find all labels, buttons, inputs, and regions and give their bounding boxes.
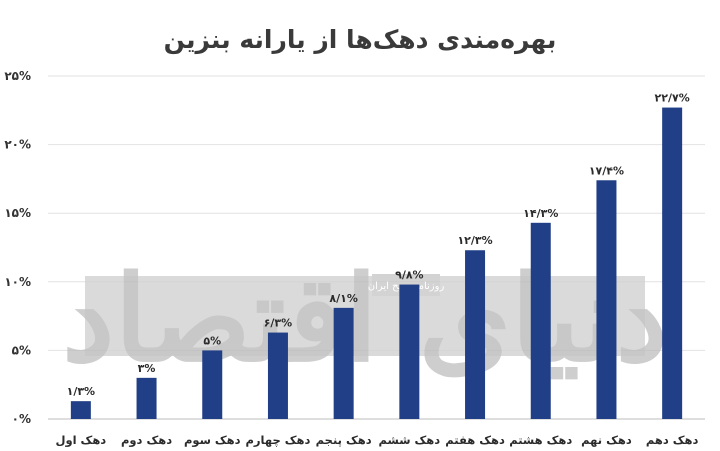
y-tick-label: ۵%	[12, 343, 31, 357]
x-axis: دهک اول دهک دوم دهک سوم دهک چهارم دهک پنجم ده…	[55, 433, 698, 448]
chart-title: بهره‌مندی دهک‌ها از یارانه بنزین	[164, 25, 557, 55]
x-tick-label: دهک نهم	[581, 433, 632, 447]
data-label: ۱۷/۴%	[589, 164, 624, 177]
y-tick-label: ۱۵%	[4, 206, 31, 220]
data-label: ۱/۳%	[67, 385, 95, 398]
bar	[465, 250, 486, 419]
data-label: ۱۲/۳%	[457, 234, 492, 247]
bar	[333, 307, 354, 419]
x-tick-label: دهک هفتم	[445, 433, 505, 447]
y-axis: ۰% ۵% ۱۰% ۱۵% ۲۰% ۲۵%	[4, 69, 31, 426]
data-label: ۶/۳%	[264, 317, 292, 330]
data-label: ۳%	[138, 362, 156, 375]
bar	[530, 222, 551, 419]
y-tick-label: ۰%	[12, 412, 31, 426]
bar	[136, 377, 157, 419]
y-tick-label: ۲۵%	[4, 69, 31, 83]
bar	[202, 350, 223, 419]
bar	[596, 180, 617, 419]
x-tick-label: دهک دوم	[121, 433, 172, 448]
data-label: ۸/۱%	[329, 292, 357, 305]
bars	[70, 107, 683, 419]
bar	[662, 107, 683, 419]
x-tick-label: دهک ششم	[379, 433, 441, 447]
watermark-band	[85, 276, 645, 356]
data-label: ۵%	[203, 334, 221, 347]
x-tick-label: دهک سوم	[184, 433, 241, 448]
data-label: ۱۴/۳%	[523, 207, 558, 220]
bar	[267, 332, 288, 419]
bar	[70, 401, 91, 419]
data-labels: ۱/۳% ۳% ۵% ۶/۳% ۸/۱% ۹/۸% ۱۲/۳% ۱۴/۳% ۱۷/۴% ۲۲/۷%	[67, 92, 690, 399]
data-label: ۹/۸%	[395, 269, 423, 282]
x-tick-label: دهک اول	[55, 433, 106, 448]
bar	[399, 284, 420, 419]
y-tick-label: ۱۰%	[4, 275, 31, 289]
watermark-logo-text: دنیای اقتصاد	[62, 249, 668, 388]
x-tick-label: دهک دهم	[646, 433, 699, 447]
x-tick-label: دهک چهارم	[245, 433, 310, 447]
x-tick-label: دهک پنجم	[316, 433, 372, 447]
data-label: ۲۲/۷%	[655, 92, 690, 105]
y-tick-label: ۲۰%	[4, 138, 31, 152]
x-tick-label: دهک هشتم	[509, 433, 572, 447]
